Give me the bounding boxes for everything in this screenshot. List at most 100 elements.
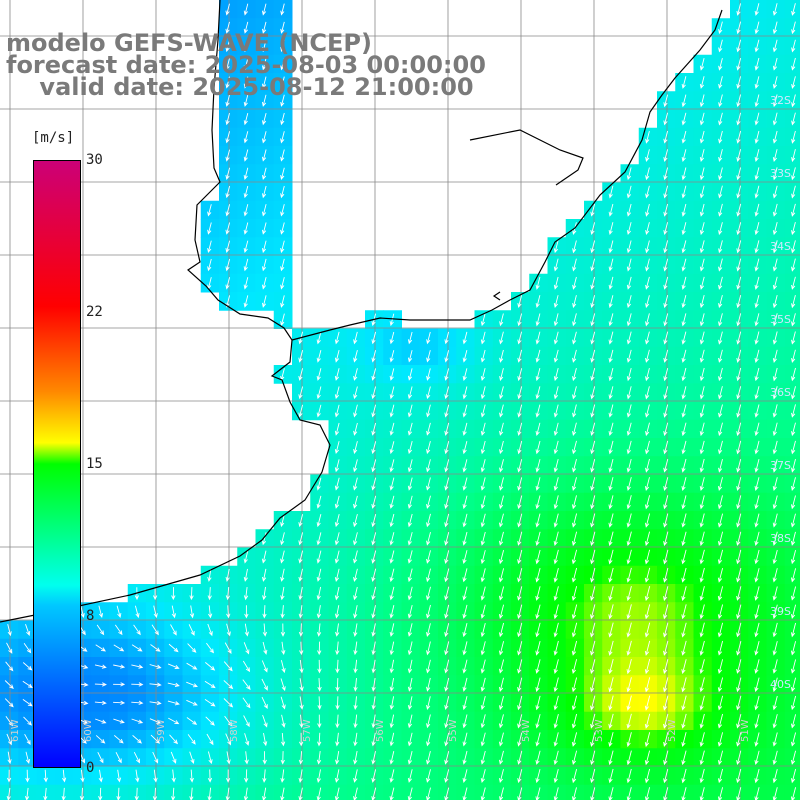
wind-vector-arrow — [517, 459, 523, 473]
wind-vector-arrow — [790, 714, 797, 729]
wind-speed-cell — [784, 182, 800, 202]
wind-vector-arrow — [790, 641, 797, 656]
wind-vector-arrow — [772, 495, 778, 510]
wind-vector-arrow — [462, 422, 468, 436]
wind-vector-arrow — [186, 717, 198, 725]
wind-vector-arrow — [590, 477, 596, 491]
wind-vector-arrow — [663, 549, 669, 565]
wind-vector-arrow — [444, 696, 450, 711]
wind-vector-arrow — [316, 349, 322, 363]
wind-vector-arrow — [407, 677, 413, 692]
wind-vector-arrow — [681, 222, 687, 236]
wind-vector-arrow — [608, 404, 614, 418]
wind-vector-arrow — [626, 349, 632, 363]
wind-vector-arrow — [718, 203, 723, 217]
wind-speed-cell — [784, 474, 800, 494]
wind-vector-arrow — [207, 769, 213, 783]
wind-vector-arrow — [426, 550, 431, 564]
wind-vector-arrow — [772, 787, 778, 800]
wind-vector-arrow — [791, 276, 796, 290]
wind-vector-arrow — [134, 605, 140, 619]
wind-vector-arrow — [480, 349, 486, 363]
wind-vector-arrow — [736, 240, 742, 254]
wind-vector-arrow — [590, 713, 596, 729]
wind-vector-arrow — [426, 440, 431, 455]
wind-vector-arrow — [699, 203, 705, 217]
wind-vector-arrow — [189, 587, 194, 601]
colorbar-tick-30: 30 — [86, 152, 103, 168]
wind-vector-arrow — [535, 640, 541, 656]
wind-vector-arrow — [626, 768, 632, 784]
wind-vector-arrow — [571, 750, 578, 766]
wind-vector-arrow — [754, 714, 760, 729]
wind-vector-arrow — [717, 586, 724, 602]
wind-vector-arrow — [608, 695, 614, 711]
wind-vector-arrow — [681, 422, 687, 437]
wind-vector-arrow — [186, 699, 198, 706]
wind-vector-arrow — [426, 714, 431, 729]
wind-vector-arrow — [772, 331, 778, 345]
wind-vector-arrow — [207, 587, 212, 601]
wind-vector-arrow — [645, 258, 650, 272]
wind-vector-arrow — [62, 769, 67, 783]
wind-vector-arrow — [645, 222, 650, 236]
wind-vector-arrow — [389, 623, 395, 637]
wind-vector-arrow — [407, 769, 413, 783]
wind-vector-arrow — [791, 458, 796, 473]
wind-vector-arrow — [663, 222, 669, 235]
wind-vector-arrow — [626, 658, 632, 675]
wind-vector-arrow — [389, 586, 395, 601]
wind-vector-arrow — [590, 422, 596, 437]
wind-vector-arrow — [517, 295, 523, 308]
wind-vector-arrow — [699, 76, 705, 89]
wind-vector-arrow — [444, 604, 450, 619]
wind-vector-arrow — [718, 258, 723, 272]
wind-vector-arrow — [517, 331, 523, 345]
lon-label: 55W — [448, 719, 459, 742]
wind-vector-arrow — [791, 21, 796, 35]
wind-vector-arrow — [353, 459, 358, 473]
wind-vector-arrow — [261, 258, 267, 272]
wind-speed-cell — [784, 693, 800, 713]
wind-vector-arrow — [131, 718, 144, 724]
wind-vector-arrow — [262, 605, 267, 619]
wind-vector-arrow — [736, 149, 742, 162]
wind-vector-arrow — [462, 769, 468, 784]
wind-vector-arrow — [113, 682, 126, 687]
wind-vector-arrow — [371, 331, 377, 345]
wind-vector-arrow — [772, 659, 778, 674]
wind-vector-arrow — [699, 185, 705, 199]
wind-vector-arrow — [407, 368, 413, 381]
wind-vector-arrow — [681, 458, 687, 473]
wind-vector-arrow — [353, 586, 358, 601]
wind-vector-arrow — [754, 677, 760, 693]
wind-vector-arrow — [681, 622, 687, 638]
wind-vector-arrow — [717, 750, 724, 766]
wind-vector-arrow — [480, 331, 486, 345]
wind-vector-arrow — [754, 331, 760, 345]
wind-vector-arrow — [681, 240, 687, 254]
wind-vector-arrow — [334, 441, 340, 454]
wind-vector-arrow — [149, 700, 162, 706]
wind-vector-arrow — [298, 386, 304, 400]
wind-vector-arrow — [96, 624, 105, 636]
wind-vector-arrow — [426, 422, 431, 436]
wind-vector-arrow — [316, 787, 322, 800]
wind-vector-arrow — [149, 664, 162, 669]
wind-speed-cell — [784, 492, 800, 512]
wind-speed-cell — [784, 346, 800, 366]
wind-vector-arrow — [626, 276, 632, 290]
wind-vector-arrow — [113, 644, 125, 652]
wind-vector-arrow — [663, 622, 669, 638]
wind-vector-arrow — [517, 404, 523, 418]
wind-vector-arrow — [353, 751, 358, 765]
wind-vector-arrow — [718, 349, 723, 363]
wind-vector-arrow — [772, 367, 778, 382]
wind-vector-arrow — [207, 240, 212, 253]
wind-vector-arrow — [645, 203, 650, 217]
wind-vector-arrow — [132, 735, 142, 744]
wind-vector-arrow — [261, 167, 267, 181]
wind-vector-arrow — [426, 641, 431, 656]
wind-vector-arrow — [498, 677, 504, 693]
